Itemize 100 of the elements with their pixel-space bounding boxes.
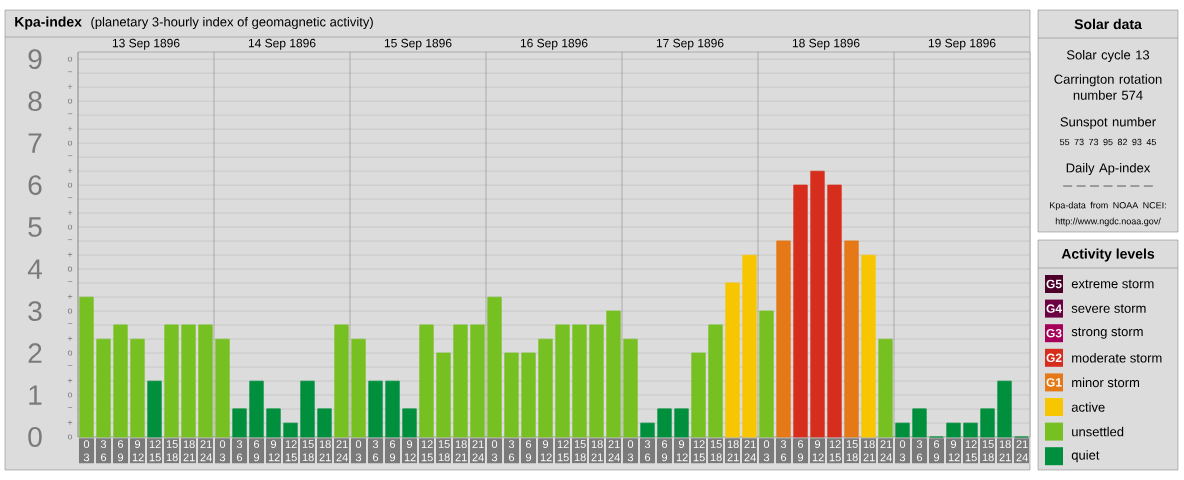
text: + [67, 420, 73, 425]
legend-label: moderate storm [1072, 353, 1162, 363]
x-tick-label: 21 24 [200, 440, 212, 462]
bar [164, 324, 179, 438]
x-tick-label: 9 12 [268, 440, 280, 462]
x-tick-label: 0 3 [355, 440, 362, 462]
x-tick-label: 0 3 [899, 440, 906, 462]
bar [946, 422, 961, 438]
chart-subtitle: (planetary 3-hourly index of geomagnetic activity) [91, 16, 373, 30]
bar [674, 408, 689, 438]
text: Solar cycle 13 [1066, 49, 1150, 63]
x-tick-label: 6 9 [525, 440, 532, 462]
text: 13 Sep 1896 [112, 38, 180, 50]
text: G2 [1046, 353, 1062, 363]
x-tick-label: 21 24 [744, 440, 756, 462]
bar [827, 184, 842, 438]
legend-label: active [1071, 402, 1105, 412]
text: − [67, 155, 73, 157]
x-tick-label: 0 3 [219, 440, 226, 462]
legend-label: minor storm [1072, 377, 1140, 388]
text: 18 Sep 1896 [792, 38, 860, 50]
y-tick-label: 3 [28, 301, 42, 321]
text: + [67, 378, 73, 383]
y-tick-label: 6 [28, 175, 42, 196]
x-tick-label: 15 18 [166, 440, 178, 462]
text: 55 73 73 95 82 93 45 [1059, 138, 1156, 146]
text: Kpa-data from NOAA NCEI: http://www.ngdc.noaa.gov/ [1050, 201, 1166, 227]
x-tick-label: 3 6 [100, 440, 107, 462]
x-tick-label: 12 15 [149, 440, 161, 462]
x-tick-label: 18 21 [999, 440, 1011, 462]
x-tick-label: 21 24 [336, 440, 348, 462]
bar [589, 324, 604, 438]
x-tick-label: 21 24 [880, 440, 892, 462]
text: + [67, 336, 73, 341]
text: − [67, 197, 73, 199]
text: − [67, 281, 73, 283]
text: 15 Sep 1896 [384, 38, 452, 50]
x-tick-label: 21 24 [1016, 440, 1028, 462]
bar [555, 324, 570, 438]
y-tick-label: 4 [27, 259, 42, 279]
text: o [67, 140, 73, 146]
bar [606, 310, 621, 438]
x-tick-label: 9 12 [676, 440, 688, 462]
text: o [67, 392, 73, 398]
legend-title: Activity levels [1061, 248, 1155, 262]
x-tick-label: 6 9 [933, 440, 940, 462]
text: o [67, 266, 73, 272]
legend-label: extreme storm [1071, 279, 1154, 289]
text: o [67, 308, 73, 314]
bar [742, 254, 757, 438]
text: o [67, 56, 73, 62]
text: o [67, 350, 73, 356]
x-tick-label: 3 6 [644, 440, 651, 462]
text: + [67, 210, 73, 215]
bar [572, 324, 587, 438]
x-tick-label: 21 24 [472, 440, 484, 462]
bar [419, 324, 434, 438]
text: G4 [1046, 304, 1062, 313]
bar [538, 338, 553, 438]
x-tick-label: 18 21 [863, 440, 875, 462]
text: 14 Sep 1896 [248, 38, 316, 50]
x-tick-label: 12 15 [557, 440, 569, 462]
bar [453, 324, 468, 438]
bar [147, 380, 162, 438]
text: G3 [1046, 328, 1062, 338]
x-tick-label: 18 21 [319, 440, 331, 462]
y-tick-label: 7 [28, 133, 42, 153]
y-tick-label: 9 [28, 49, 42, 70]
bar [300, 380, 315, 438]
bar [317, 408, 332, 438]
legend-label: strong storm [1071, 327, 1143, 339]
x-tick-label: 6 9 [661, 440, 668, 462]
bar [844, 240, 859, 438]
bar [725, 282, 740, 438]
x-tick-label: 9 12 [540, 440, 552, 462]
x-tick-label: 9 12 [404, 440, 416, 462]
x-tick-label: 18 21 [591, 440, 603, 462]
bar [402, 408, 417, 438]
x-tick-label: 15 18 [574, 440, 586, 462]
bar [810, 170, 825, 438]
bar [980, 408, 995, 438]
x-tick-label: 3 6 [780, 440, 787, 462]
x-tick-label: 6 9 [389, 440, 396, 462]
bar [470, 324, 485, 438]
text: Solar data [1074, 18, 1142, 30]
x-tick-label: 18 21 [455, 440, 467, 462]
text: − [67, 323, 73, 325]
bar [130, 338, 145, 438]
x-tick-label: 12 15 [285, 440, 297, 462]
y-tick-label: 5 [28, 217, 42, 237]
bar [334, 324, 349, 438]
x-tick-label: 15 18 [438, 440, 450, 462]
text: Daily Ap-index [1066, 162, 1151, 176]
x-tick-label: 3 6 [508, 440, 515, 462]
x-tick-label: 15 18 [846, 440, 858, 462]
text: + [67, 84, 73, 89]
x-tick-label: 15 18 [302, 440, 314, 462]
x-tick-label: 0 3 [491, 440, 498, 462]
text: o [67, 224, 73, 230]
bar [708, 324, 723, 438]
